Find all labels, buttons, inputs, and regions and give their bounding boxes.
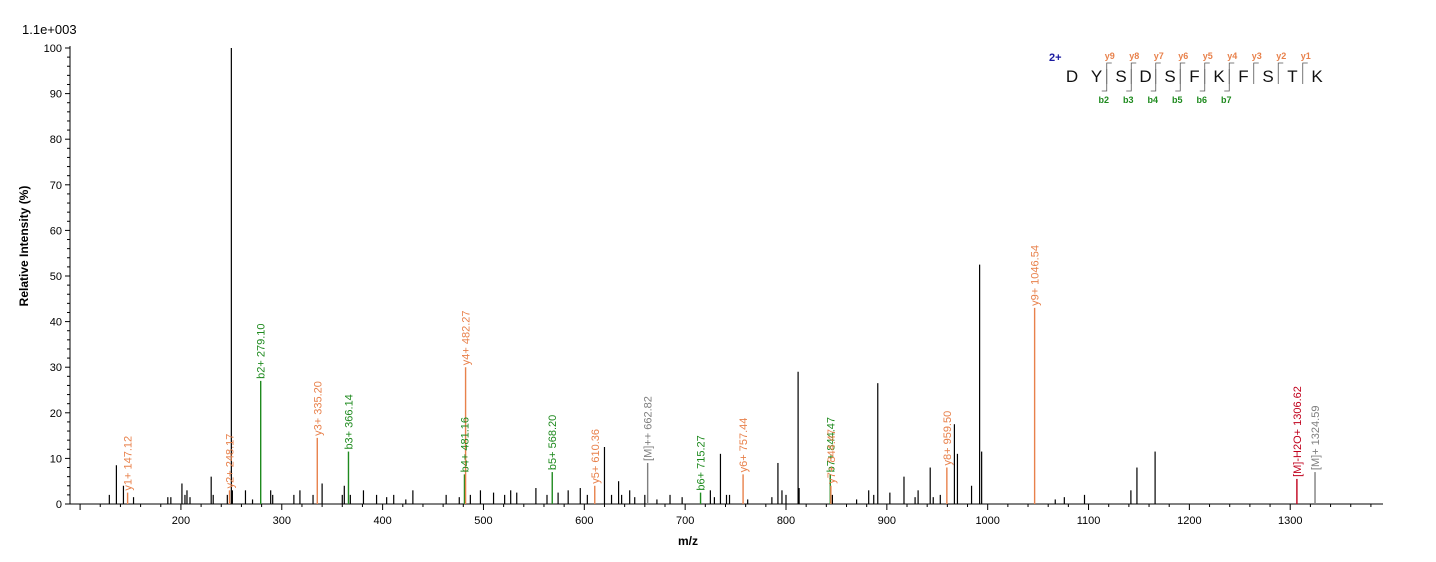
peak-label: b2+ 279.10 — [256, 324, 268, 379]
sequence-residue: S — [1164, 67, 1175, 86]
x-tick-label: 500 — [474, 515, 492, 527]
x-tick-label: 1300 — [1278, 515, 1302, 527]
y-ion-label: y8 — [1129, 51, 1139, 61]
x-tick-label: 900 — [878, 515, 896, 527]
sequence-residue: F — [1189, 67, 1199, 86]
sequence-residue: K — [1213, 67, 1225, 86]
y-tick-label: 70 — [50, 180, 62, 192]
b-ion-label: b5 — [1172, 95, 1183, 105]
peak-label: [M]++ 662.82 — [643, 396, 655, 461]
b-ion-label: b7 — [1221, 95, 1232, 105]
y-ion-label: y2 — [1276, 51, 1286, 61]
peak-label: b3+ 366.14 — [343, 394, 355, 449]
peak-labels: y1+ 147.12 y2+ 248.17 b2+ 279.10 y3+ 335.20… — [123, 245, 1322, 491]
b-ion-bracket — [1224, 69, 1230, 92]
chart-axes — [69, 46, 1383, 505]
y-ion-bracket — [1204, 62, 1210, 84]
y-ion-bracket — [1130, 62, 1137, 84]
x-tick-label: 1000 — [975, 515, 999, 527]
axis-ticks: 0 10 20 30 40 50 60 70 80 90 100 200 300 400 500 600 700… — [44, 43, 1372, 527]
y-ion-label: y9 — [1105, 51, 1115, 61]
peak-label: y9+ 1046.54 — [1030, 245, 1042, 306]
b-ion-label: b2 — [1098, 95, 1109, 105]
peak-label: y4+ 482.27 — [461, 310, 473, 365]
x-tick-label: 1200 — [1177, 515, 1201, 527]
b-ion-label: b4 — [1147, 95, 1158, 105]
y-ion-bracket — [1253, 62, 1259, 84]
x-tick-label: 600 — [575, 515, 593, 527]
b-ion-bracket — [1101, 69, 1108, 92]
y-tick-label: 100 — [44, 43, 62, 55]
b-ion-bracket — [1126, 69, 1132, 92]
y-ion-label: y4 — [1227, 51, 1237, 61]
y-tick-label: 60 — [50, 225, 62, 237]
sequence-residue: Y — [1091, 67, 1102, 86]
peak-label: [M]+ 1324.59 — [1310, 406, 1322, 471]
x-tick-label: 1100 — [1077, 515, 1101, 527]
peak-label: y5+ 610.36 — [590, 429, 602, 484]
y-ion-bracket — [1277, 62, 1284, 84]
peak-label: b4+ 481.16 — [459, 417, 471, 472]
b-ion-bracket — [1175, 69, 1181, 92]
peak-label: y6+ 757.44 — [738, 418, 750, 473]
x-tick-label: 800 — [777, 515, 795, 527]
y-ion-bracket — [1228, 62, 1235, 84]
y-tick-label: 30 — [50, 362, 62, 374]
x-axis-title: m/z — [678, 534, 698, 548]
peak-label: y7+ 844.47 — [826, 429, 838, 484]
y-ion-bracket — [1179, 62, 1186, 84]
x-tick-label: 200 — [172, 515, 190, 527]
peak-label: b6+ 715.27 — [696, 435, 708, 490]
peak-label: y8+ 959.50 — [942, 411, 954, 466]
y-tick-label: 80 — [50, 134, 62, 146]
peak-label: y1+ 147.12 — [123, 436, 135, 491]
peak-label: b5+ 568.20 — [547, 415, 559, 470]
sequence-residue: T — [1287, 67, 1297, 86]
peak-label: y2+ 248.17 — [225, 434, 237, 489]
peak-label: y3+ 335.20 — [312, 381, 324, 436]
intensity-scale-label: 1.1e+003 — [22, 22, 77, 37]
sequence-residue: K — [1311, 67, 1323, 86]
y-ion-label: y1 — [1301, 51, 1311, 61]
y-tick-label: 50 — [50, 271, 62, 283]
y-tick-label: 40 — [50, 317, 62, 329]
y-tick-label: 20 — [50, 408, 62, 420]
y-ion-label: y5 — [1203, 51, 1213, 61]
b-ion-bracket — [1150, 69, 1157, 92]
y-ion-label: y7 — [1154, 51, 1164, 61]
b-ion-label: b3 — [1123, 95, 1134, 105]
y-ion-bracket — [1302, 62, 1308, 84]
y-tick-label: 0 — [56, 499, 62, 511]
sequence-residue: S — [1115, 67, 1126, 86]
x-tick-label: 700 — [676, 515, 694, 527]
sequence-residue: D — [1066, 67, 1078, 86]
y-axis-title: Relative Intensity (%) — [17, 186, 31, 307]
y-ion-label: y6 — [1178, 51, 1188, 61]
spectrum-peaks — [108, 48, 1316, 504]
sequence-residue: F — [1238, 67, 1248, 86]
charge-state-label: 2+ — [1049, 52, 1062, 64]
b-ion-bracket — [1199, 69, 1206, 92]
y-ion-bracket — [1106, 62, 1112, 84]
y-ion-label: y3 — [1252, 51, 1262, 61]
x-tick-label: 400 — [373, 515, 391, 527]
peak-label: [M]-H2O+ 1306.62 — [1292, 386, 1304, 477]
peak-label: b7+ 844.47 — [825, 417, 837, 472]
sequence-residue: D — [1139, 67, 1151, 86]
y-tick-label: 90 — [50, 89, 62, 101]
x-tick-label: 300 — [273, 515, 291, 527]
y-ion-bracket — [1155, 62, 1161, 84]
b-ion-label: b6 — [1196, 95, 1207, 105]
sequence-residue: S — [1262, 67, 1273, 86]
y-tick-label: 10 — [50, 453, 62, 465]
